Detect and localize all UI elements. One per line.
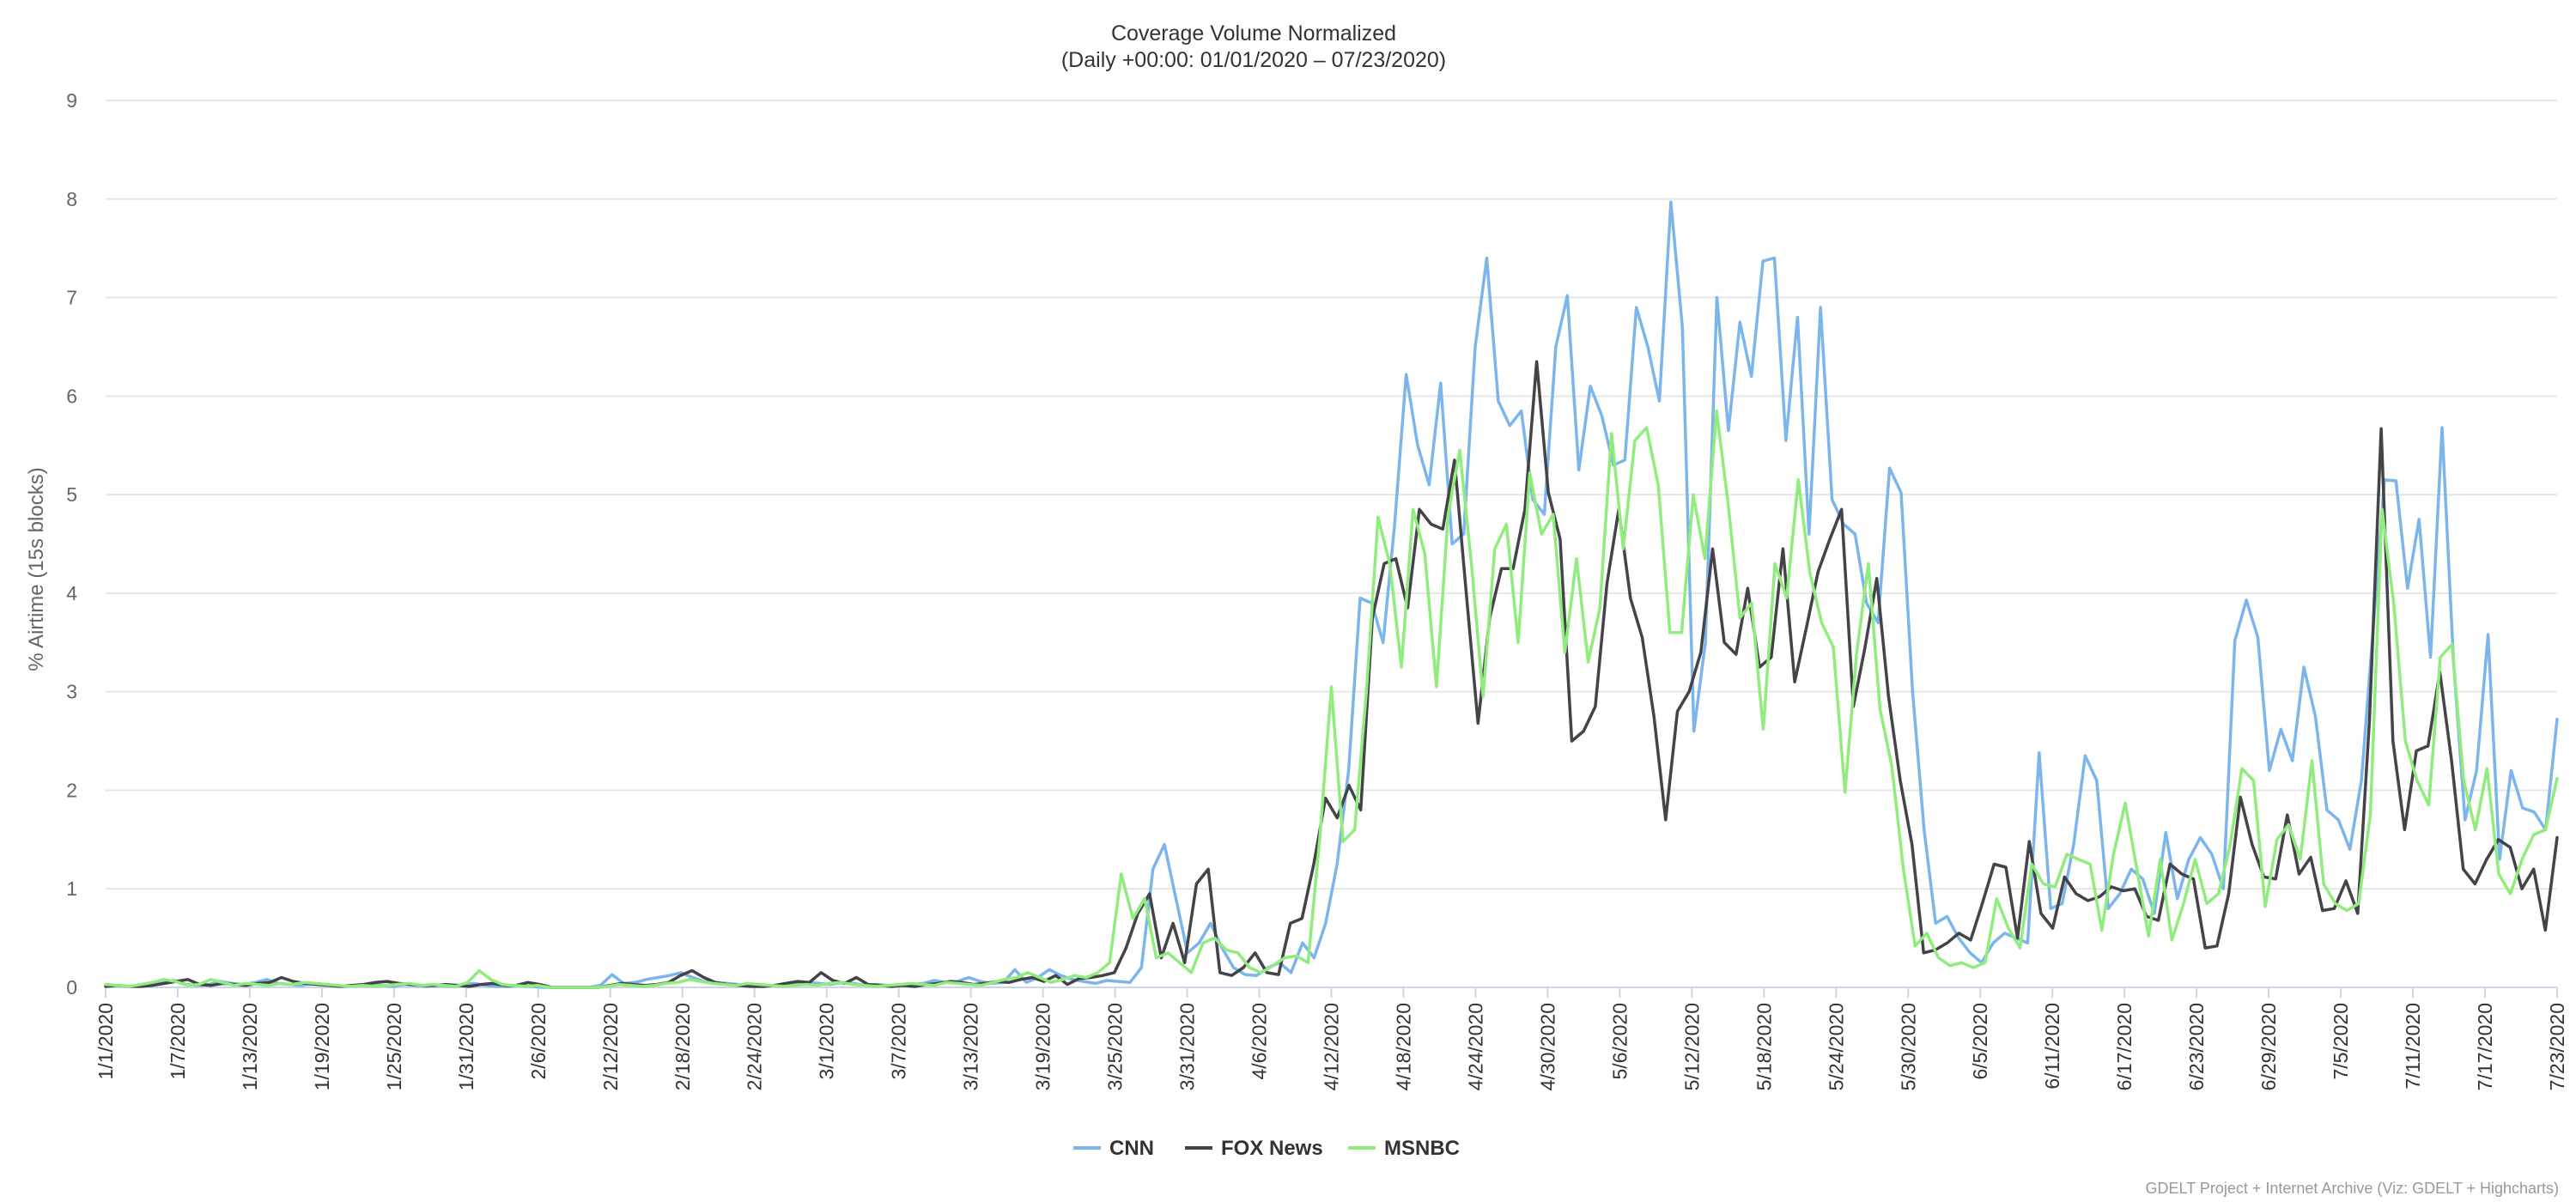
x-tick-label: 6/5/2020 bbox=[1969, 1003, 1991, 1080]
legend-label: FOX News bbox=[1221, 1137, 1323, 1160]
x-tick-label: 1/31/2020 bbox=[455, 1003, 477, 1090]
y-axis-title: % Airtime (15s blocks) bbox=[25, 467, 48, 671]
x-tick-label: 6/29/2020 bbox=[2257, 1003, 2280, 1090]
x-tick-label: 3/7/2020 bbox=[888, 1003, 910, 1080]
y-tick-label: 8 bbox=[66, 188, 77, 210]
x-tick-label: 5/18/2020 bbox=[1753, 1003, 1775, 1090]
y-tick-label: 3 bbox=[66, 681, 77, 703]
x-tick-label: 4/18/2020 bbox=[1392, 1003, 1414, 1090]
series-lines bbox=[104, 200, 2559, 989]
legend-item-cnn[interactable]: CNN bbox=[1073, 1137, 1154, 1160]
credits: GDELT Project + Internet Archive (Viz: G… bbox=[2145, 1180, 2559, 1197]
x-tick-label: 1/13/2020 bbox=[239, 1003, 261, 1090]
x-tick-label: 5/30/2020 bbox=[1897, 1003, 1919, 1090]
x-tick-label: 5/24/2020 bbox=[1825, 1003, 1847, 1090]
y-tick-label: 2 bbox=[66, 779, 77, 801]
x-tick-label: 2/18/2020 bbox=[671, 1003, 694, 1090]
y-axis-ticks: 0 1 2 3 4 5 6 7 8 9 bbox=[66, 89, 77, 999]
x-tick-label: 2/24/2020 bbox=[744, 1003, 766, 1090]
y-tick-label: 1 bbox=[66, 877, 77, 900]
x-tick-label: 4/6/2020 bbox=[1249, 1003, 1271, 1080]
x-tick-label: 4/24/2020 bbox=[1464, 1003, 1486, 1090]
x-tick-label: 7/5/2020 bbox=[2330, 1003, 2352, 1080]
x-tick-label: 7/23/2020 bbox=[2546, 1003, 2568, 1090]
x-tick-label: 4/30/2020 bbox=[1536, 1003, 1558, 1090]
x-tick-label: 1/1/2020 bbox=[94, 1003, 117, 1080]
y-tick-label: 6 bbox=[66, 385, 77, 407]
x-tick-label: 6/17/2020 bbox=[2113, 1003, 2136, 1090]
x-tick-label: 6/11/2020 bbox=[2041, 1003, 2063, 1090]
series-line-msnbc bbox=[104, 409, 2559, 989]
x-tick-label: 4/12/2020 bbox=[1321, 1003, 1343, 1090]
chart-title: Coverage Volume Normalized bbox=[1111, 21, 1396, 46]
x-tick-label: 3/19/2020 bbox=[1032, 1003, 1054, 1090]
x-tick-label: 3/31/2020 bbox=[1176, 1003, 1199, 1090]
grid-lines bbox=[106, 100, 2557, 988]
y-tick-label: 0 bbox=[66, 976, 77, 999]
y-tick-label: 9 bbox=[66, 89, 77, 112]
legend: CNN FOX News MSNBC bbox=[1073, 1137, 1460, 1160]
x-axis: 1/1/2020 1/7/2020 1/13/2020 1/19/2020 1/25/2… bbox=[94, 986, 2568, 1090]
chart-subtitle: (Daily +00:00: 01/01/2020 – 07/23/2020) bbox=[1061, 48, 1446, 72]
x-tick-label: 1/19/2020 bbox=[311, 1003, 333, 1090]
x-tick-label: 5/6/2020 bbox=[1608, 1003, 1631, 1080]
legend-label: CNN bbox=[1109, 1137, 1154, 1160]
series-line-cnn bbox=[104, 200, 2559, 989]
x-tick-label: 7/17/2020 bbox=[2474, 1003, 2496, 1090]
x-tick-label: 1/7/2020 bbox=[167, 1003, 189, 1080]
x-tick-label: 3/13/2020 bbox=[960, 1003, 982, 1090]
y-tick-label: 7 bbox=[66, 287, 77, 309]
x-tick-label: 3/1/2020 bbox=[816, 1003, 838, 1080]
x-tick-label: 7/11/2020 bbox=[2402, 1003, 2424, 1090]
x-tick-label: 1/25/2020 bbox=[383, 1003, 405, 1090]
y-tick-label: 4 bbox=[66, 582, 77, 604]
legend-item-fox-news[interactable]: FOX News bbox=[1185, 1137, 1323, 1160]
x-tick-label: 6/23/2020 bbox=[2185, 1003, 2208, 1090]
x-tick-label: 2/6/2020 bbox=[527, 1003, 550, 1080]
legend-label: MSNBC bbox=[1384, 1137, 1460, 1160]
y-tick-label: 5 bbox=[66, 483, 77, 506]
legend-item-msnbc[interactable]: MSNBC bbox=[1348, 1137, 1460, 1160]
x-tick-label: 2/12/2020 bbox=[599, 1003, 622, 1090]
x-tick-label: 3/25/2020 bbox=[1104, 1003, 1127, 1090]
x-tick-label: 5/12/2020 bbox=[1680, 1003, 1703, 1090]
